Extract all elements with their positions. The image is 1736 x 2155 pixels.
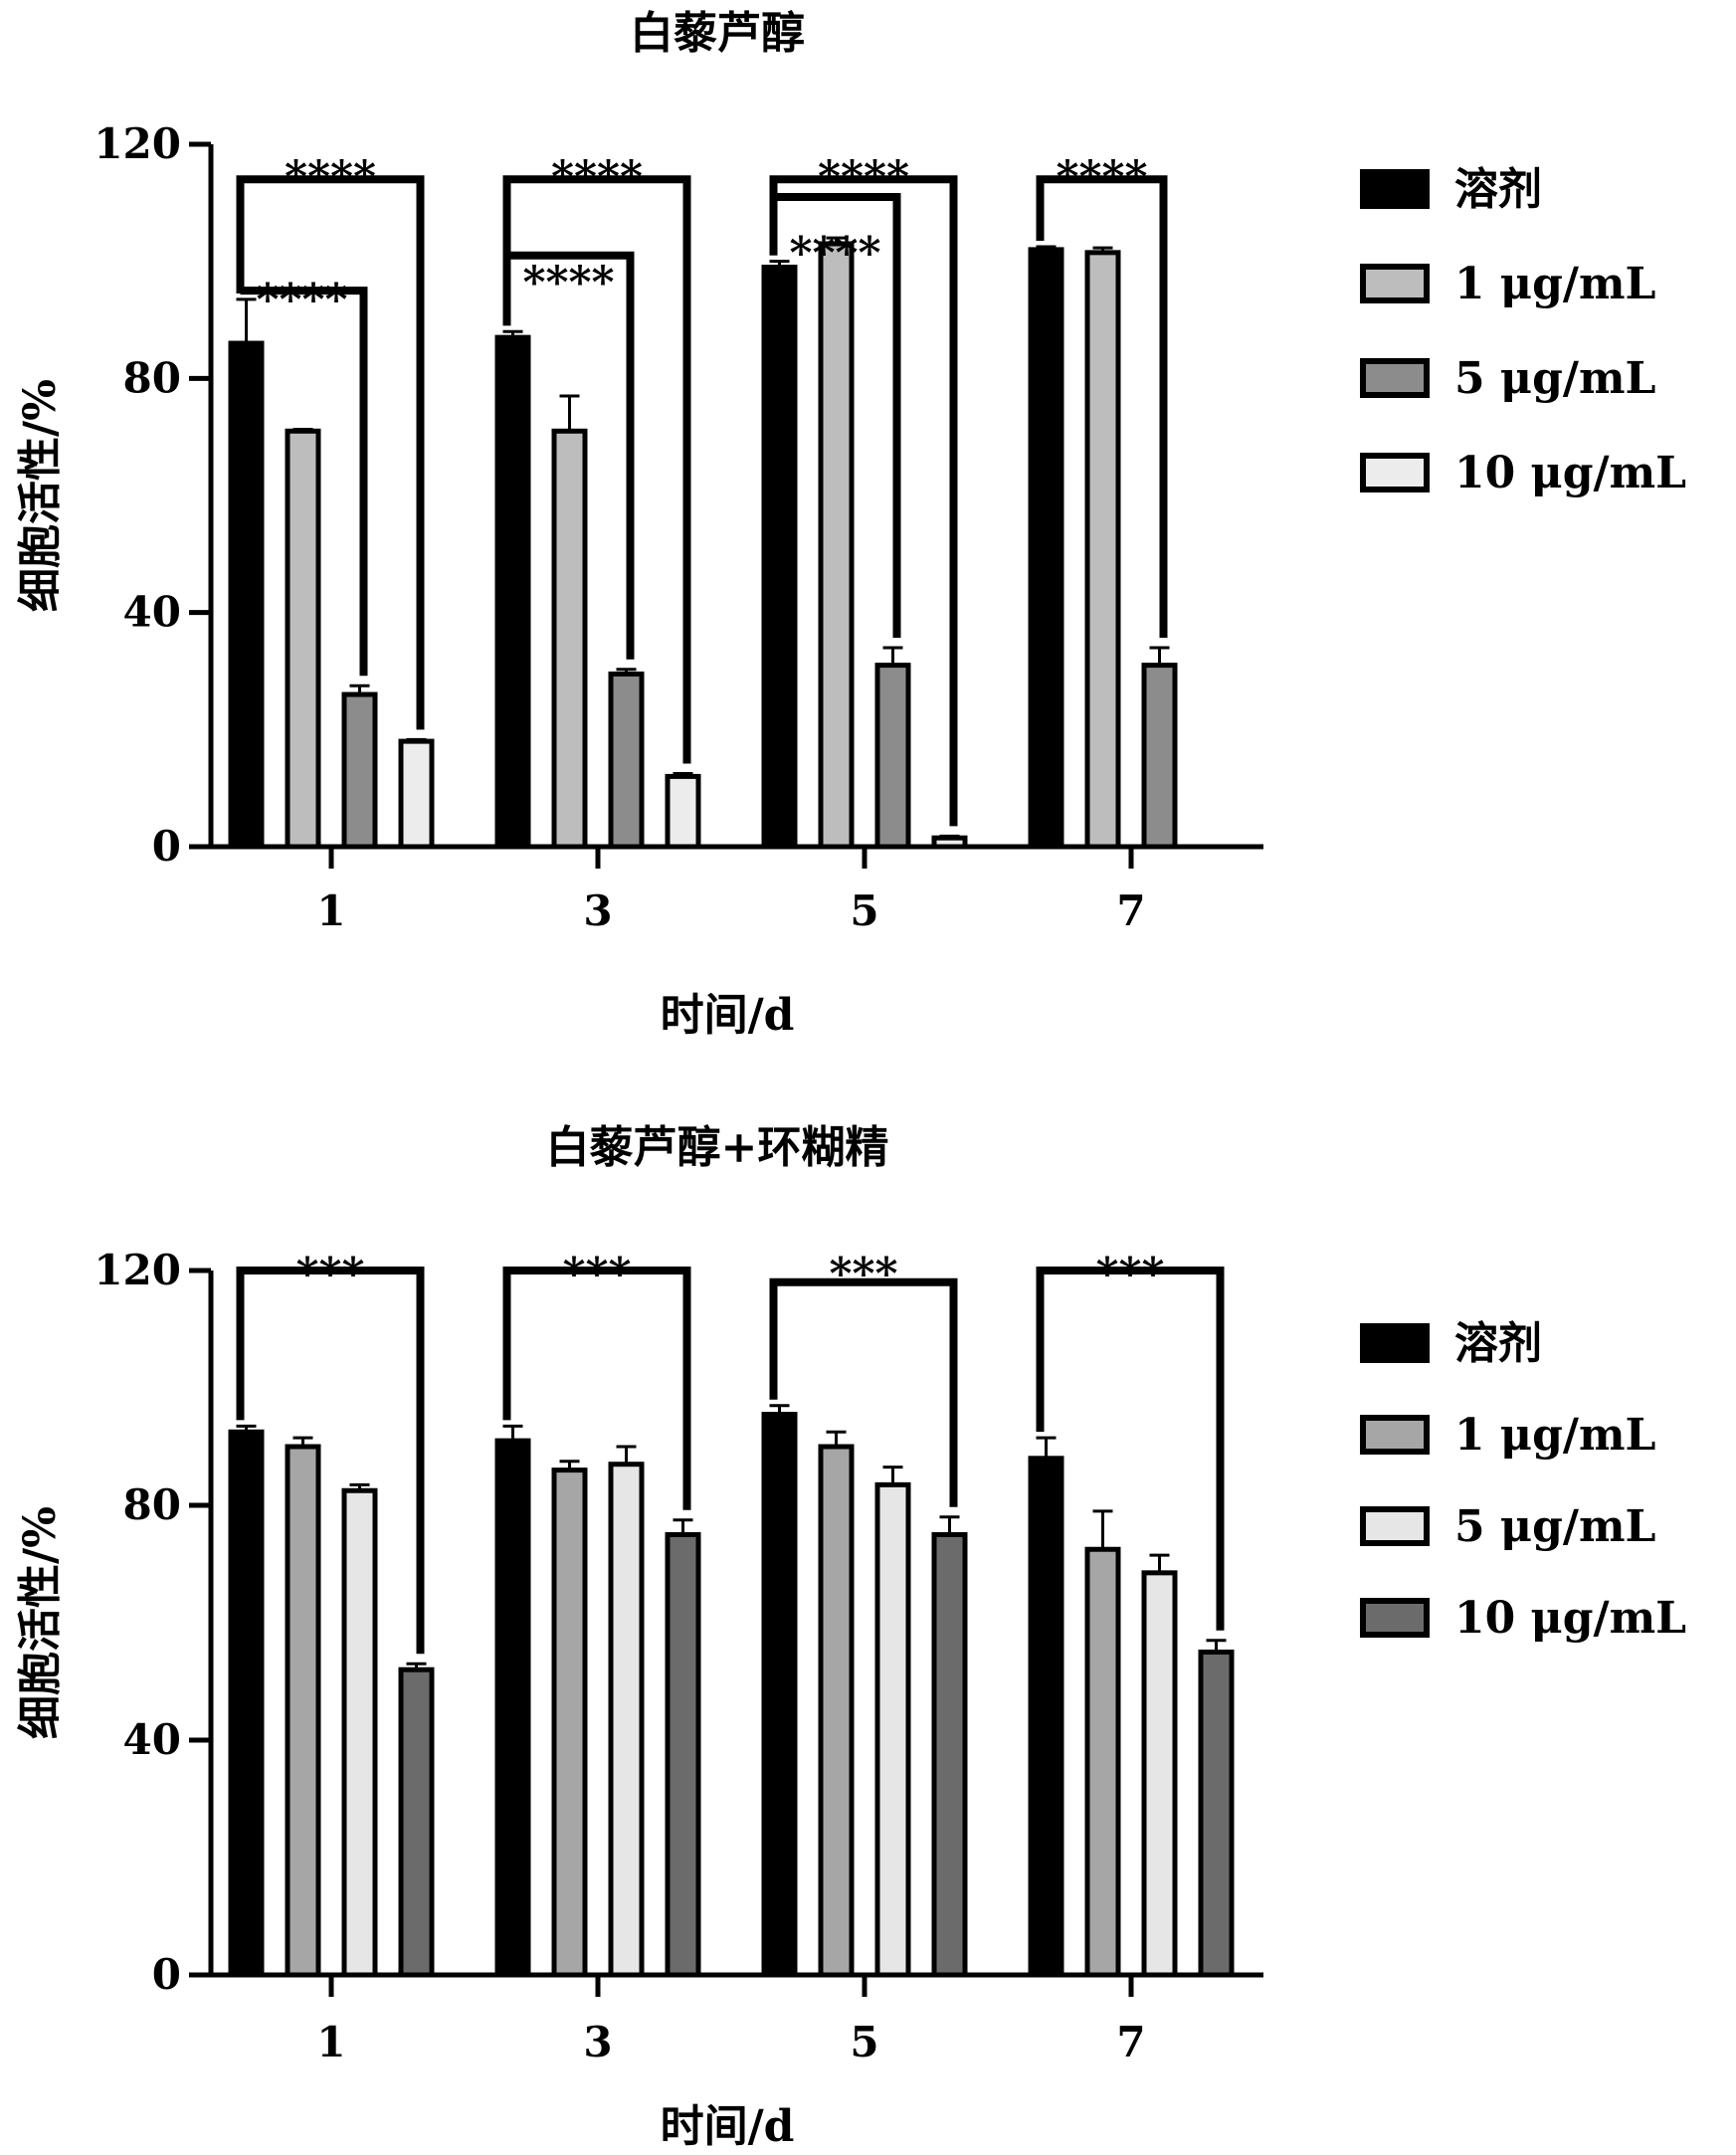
- x-tick-label: 1: [316, 886, 345, 935]
- bar: [1084, 250, 1121, 850]
- significance-bracket: [502, 251, 635, 660]
- legend-swatch: [1360, 1323, 1430, 1363]
- significance-bracket: [769, 192, 901, 638]
- x-tick-label: 5: [850, 886, 878, 935]
- bar: [608, 671, 645, 850]
- bar: [1028, 1456, 1064, 1978]
- legend-label: 10 μg/mL: [1454, 448, 1686, 498]
- legend-label: 1 μg/mL: [1454, 259, 1655, 309]
- y-tick-label: 0: [152, 1950, 181, 1999]
- significance-bracket: [236, 287, 368, 677]
- bar: [341, 691, 378, 850]
- bar: [285, 428, 321, 850]
- chart-panel-2: 白藜芦醇+环糊精 0 40 80 120 细胞活性/% 时间/d 1 3 5 7 *** *** *** *…: [15, 1122, 1686, 2152]
- chart-title: 白藜芦醇: [630, 8, 805, 59]
- significance-label: ****: [551, 152, 643, 203]
- bar: [494, 1438, 531, 1978]
- legend-label: 10 μg/mL: [1454, 1593, 1686, 1644]
- x-tick-label: 3: [583, 2018, 612, 2066]
- legend-swatch: [1360, 169, 1430, 209]
- bar: [818, 241, 855, 850]
- bar: [341, 1487, 378, 1978]
- x-tick-label: 5: [850, 2018, 878, 2066]
- bar: [608, 1462, 645, 1978]
- x-tick-label: 7: [1116, 2018, 1145, 2066]
- bar: [494, 334, 531, 850]
- significance-label: ****: [256, 275, 347, 325]
- bar: [874, 1481, 911, 1978]
- legend-label: 5 μg/mL: [1454, 1501, 1655, 1552]
- y-tick-label: 0: [152, 822, 181, 871]
- legend-swatch: [1360, 264, 1430, 303]
- significance-bracket: [1036, 1267, 1225, 1631]
- legend-swatch: [1360, 1598, 1430, 1638]
- bar: [228, 340, 265, 850]
- x-axis-label: 时间/d: [661, 2101, 795, 2152]
- bar: [551, 428, 588, 850]
- significance-bracket: [236, 175, 425, 730]
- y-tick-label: 40: [123, 1715, 181, 1764]
- x-axis-label: 时间/d: [661, 990, 795, 1041]
- significance-bracket: [236, 1267, 425, 1655]
- significance-label: ***: [562, 1249, 631, 1299]
- bar: [665, 773, 701, 850]
- y-tick-label: 120: [94, 1246, 181, 1294]
- bar: [1141, 663, 1178, 850]
- bar: [818, 1444, 855, 1978]
- bar: [761, 1412, 798, 1978]
- legend-swatch: [1360, 1415, 1430, 1455]
- bar: [398, 1666, 435, 1978]
- significance-label: ****: [789, 228, 880, 279]
- legend-swatch: [1360, 453, 1430, 492]
- bar: [551, 1468, 588, 1978]
- significance-bracket: [1036, 175, 1168, 638]
- bar: [398, 738, 435, 850]
- bar: [1141, 1570, 1178, 1978]
- bar: [1028, 247, 1064, 850]
- legend-swatch: [1360, 358, 1430, 398]
- legend-swatch: [1360, 1506, 1430, 1546]
- y-tick-label: 80: [123, 353, 181, 402]
- y-axis-label: 细胞活性/%: [15, 1506, 66, 1739]
- significance-bracket: [769, 1277, 958, 1507]
- bar: [761, 265, 798, 850]
- chart-title: 白藜芦醇+环糊精: [546, 1122, 889, 1173]
- x-tick-label: 3: [583, 886, 612, 935]
- significance-bracket: [502, 1267, 691, 1510]
- significance-label: ****: [285, 152, 376, 203]
- bar: [285, 1444, 321, 1978]
- bar: [1198, 1650, 1235, 1978]
- bar: [665, 1532, 701, 1978]
- bar: [931, 835, 968, 850]
- legend-label: 溶剂: [1454, 164, 1542, 215]
- significance-label: ****: [522, 258, 614, 308]
- bar: [931, 1532, 968, 1978]
- bar: [1084, 1546, 1121, 1978]
- x-tick-label: 7: [1116, 886, 1145, 935]
- bar: [874, 663, 911, 850]
- significance-label: ***: [1095, 1249, 1164, 1299]
- y-tick-label: 40: [123, 588, 181, 637]
- chart-panel-1: 白藜芦醇 0 40 80 120 细胞活性/% 时间/d 1 3 5 7 **** **** **** **…: [15, 8, 1686, 1041]
- significance-label: ***: [829, 1249, 897, 1299]
- y-axis-label: 细胞活性/%: [15, 379, 66, 612]
- legend-label: 1 μg/mL: [1454, 1410, 1655, 1461]
- y-tick-label: 80: [123, 1480, 181, 1529]
- x-tick-label: 1: [316, 2018, 345, 2066]
- legend-label: 5 μg/mL: [1454, 353, 1655, 404]
- legend-label: 溶剂: [1454, 1318, 1542, 1369]
- bar: [228, 1429, 265, 1978]
- significance-label: ****: [1056, 152, 1147, 203]
- significance-label: ***: [295, 1249, 364, 1299]
- y-tick-label: 120: [94, 119, 181, 168]
